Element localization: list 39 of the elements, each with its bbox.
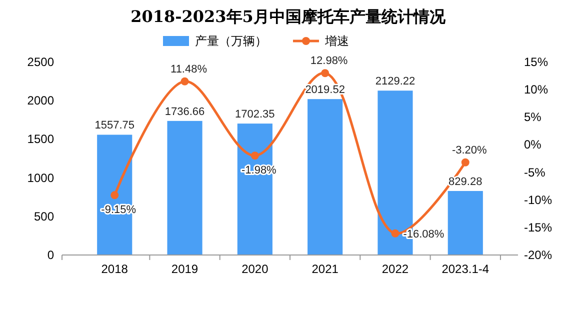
- data-label: 12.98%: [310, 55, 348, 68]
- point: [180, 77, 189, 86]
- x-tick-label: 2023.1-4: [442, 262, 490, 276]
- legend-label: 产量（万辆）: [195, 34, 267, 48]
- y2-tick-label: -15%: [524, 220, 552, 234]
- point: [321, 69, 330, 78]
- data-label: 11.48%: [170, 63, 208, 76]
- y-tick-label: 1500: [27, 132, 54, 146]
- y2-tick-label: -10%: [524, 192, 552, 207]
- y2-tick-label: 10%: [524, 82, 548, 97]
- y-tick-label: 500: [34, 209, 54, 224]
- data-label: -3.20%: [452, 144, 488, 156]
- chart-title: 2018-2023年5月中国摩托车产量统计情况: [130, 7, 446, 26]
- data-label: 1557.75: [94, 120, 134, 132]
- point: [391, 229, 400, 238]
- bar: [167, 120, 202, 255]
- y2-tick-label: 0%: [524, 138, 542, 152]
- x-tick-label: 2022: [382, 262, 409, 276]
- bar: [308, 99, 343, 255]
- y-tick-label: 2000: [27, 94, 54, 108]
- data-label: 1702.35: [235, 108, 275, 121]
- y-tick-label: 0: [47, 248, 54, 262]
- bar: [448, 190, 483, 255]
- legend-label: 增速: [324, 34, 349, 48]
- y2-tick-label: 5%: [524, 110, 542, 124]
- y2-tick-label: 15%: [524, 55, 548, 69]
- y2-tick-label: -5%: [524, 165, 546, 180]
- x-tick-label: 2019: [171, 262, 198, 276]
- y2-tick-label: -20%: [524, 248, 552, 262]
- x-tick-label: 2020: [242, 262, 269, 276]
- point: [110, 191, 119, 200]
- x-tick-label: 2018: [101, 262, 128, 276]
- data-label: 2129.22: [375, 76, 416, 88]
- y-tick-label: 1000: [27, 170, 54, 185]
- point: [250, 152, 259, 160]
- data-label: 1736.66: [164, 106, 205, 118]
- point: [461, 158, 470, 166]
- x-tick-label: 2021: [312, 262, 339, 276]
- y-tick-label: 2500: [27, 55, 54, 69]
